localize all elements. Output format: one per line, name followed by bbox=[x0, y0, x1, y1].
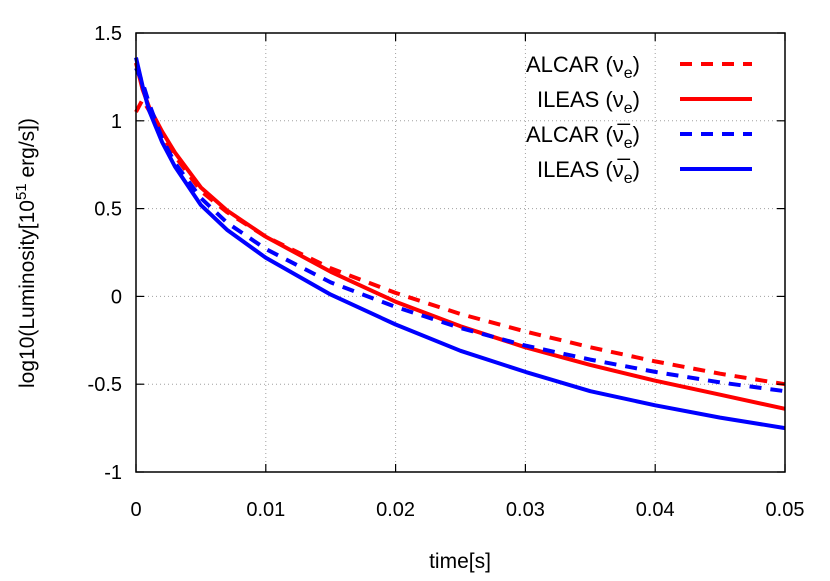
series-line-2 bbox=[134, 67, 786, 394]
series-lines bbox=[134, 57, 786, 431]
x-tick-label: 0.05 bbox=[766, 499, 805, 521]
legend-label-0: ALCAR (νe) bbox=[526, 52, 640, 82]
x-tick-label: 0.02 bbox=[376, 499, 415, 521]
series-line-1 bbox=[134, 62, 786, 411]
x-tick-label: 0.03 bbox=[506, 499, 545, 521]
legend: ALCAR (νe) ILEAS (νe) ALCAR (ν̅e) ILEAS (ν̅… bbox=[526, 52, 752, 187]
y-tick-label: -0.5 bbox=[88, 374, 122, 396]
y-axis-label-main: log10(Luminosity[10 bbox=[16, 200, 39, 388]
y-axis-label-unit: erg/s]) bbox=[16, 118, 39, 183]
axis-ticks bbox=[135, 32, 786, 473]
legend-label-2: ALCAR (ν̅e) bbox=[526, 122, 640, 152]
plot-frame bbox=[135, 32, 786, 473]
y-tick-label: 1 bbox=[111, 111, 122, 133]
y-tick-label: -1 bbox=[104, 462, 122, 484]
series-line-3 bbox=[134, 57, 786, 431]
y-tick-labels: -1 -0.5 0 0.5 1 1.5 bbox=[88, 23, 122, 484]
series-line-0 bbox=[134, 97, 786, 387]
y-axis-label: log10(Luminosity[1051 erg/s]) bbox=[13, 118, 39, 388]
x-tick-label: 0.01 bbox=[246, 499, 285, 521]
y-tick-label: 0 bbox=[111, 286, 122, 308]
x-axis-label: time[s] bbox=[429, 550, 491, 573]
legend-label-1: ILEAS (νe) bbox=[537, 87, 640, 117]
x-tick-label: 0.04 bbox=[636, 499, 675, 521]
x-tick-labels: 0 0.01 0.02 0.03 0.04 0.05 bbox=[130, 499, 804, 521]
y-tick-label: 1.5 bbox=[94, 23, 122, 45]
y-axis-label-exponent: 51 bbox=[13, 183, 30, 200]
y-tick-label: 0.5 bbox=[94, 199, 122, 221]
x-tick-label: 0 bbox=[130, 499, 141, 521]
legend-label-3: ILEAS (ν̅e) bbox=[537, 157, 640, 187]
